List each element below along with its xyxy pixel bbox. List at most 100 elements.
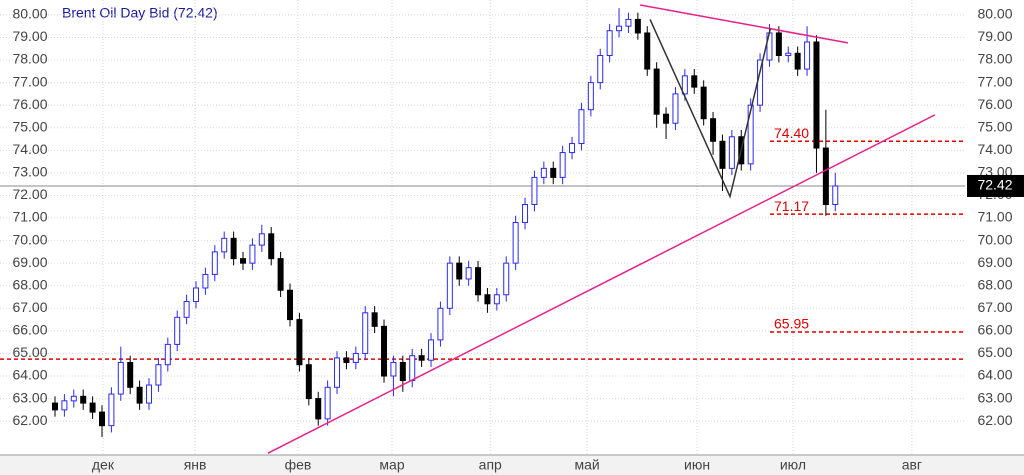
- y-tick-label: 76.00: [977, 96, 1012, 112]
- candle-body: [569, 143, 576, 154]
- candle-body: [390, 361, 397, 377]
- y-tick-label: 77.00: [977, 73, 1012, 89]
- candle-body: [202, 273, 209, 289]
- candle-body: [428, 339, 435, 361]
- candle-body: [832, 185, 839, 205]
- candle-body: [409, 355, 416, 382]
- y-tick-label: 69.00: [12, 254, 47, 270]
- trend-line: [640, 4, 849, 44]
- y-tick-label: 79.00: [977, 28, 1012, 44]
- candle-body: [230, 237, 237, 260]
- candle-body: [446, 262, 453, 309]
- x-tick-label: апр: [479, 457, 502, 473]
- candle-body: [531, 176, 538, 205]
- candle-body: [503, 262, 510, 296]
- candle-body: [108, 393, 115, 427]
- x-tick-label: фев: [285, 457, 312, 473]
- candle-body: [70, 395, 77, 402]
- candle-body: [315, 398, 322, 420]
- candle-body: [822, 147, 829, 205]
- candle-body: [80, 395, 87, 404]
- candle-body: [51, 402, 58, 411]
- candle-body: [493, 294, 500, 305]
- y-tick-label: 75.00: [12, 118, 47, 134]
- candle-body: [522, 203, 529, 224]
- candle-body: [597, 55, 604, 84]
- candle-body: [672, 93, 679, 124]
- x-tick-label: мар: [379, 457, 404, 473]
- candle-body: [221, 237, 228, 253]
- candle-body: [305, 364, 312, 400]
- candle-body: [719, 140, 726, 169]
- candle-body: [89, 402, 96, 413]
- y-tick-label: 76.00: [12, 96, 47, 112]
- candle-body: [559, 152, 566, 178]
- y-tick-label: 79.00: [12, 28, 47, 44]
- candle-body: [475, 267, 482, 296]
- trend-line: [649, 19, 772, 199]
- y-tick-label: 78.00: [12, 51, 47, 67]
- candle-body: [512, 222, 519, 264]
- candle-body: [813, 41, 820, 149]
- y-tick-label: 62.00: [977, 412, 1012, 428]
- y-tick-label: 63.00: [12, 389, 47, 405]
- candle-body: [362, 312, 369, 354]
- x-tick-label: май: [574, 457, 599, 473]
- candle-body: [258, 233, 265, 246]
- candle-body: [804, 41, 811, 70]
- y-tick-label: 67.00: [12, 299, 47, 315]
- level-label: 71.17: [774, 198, 809, 214]
- level-label: 74.40: [774, 125, 809, 141]
- candle-body: [540, 167, 547, 178]
- candle-body: [146, 384, 153, 404]
- x-axis-band: [0, 455, 1024, 475]
- y-tick-label: 64.00: [12, 367, 47, 383]
- candle-body: [174, 316, 181, 345]
- y-tick-label: 72.00: [12, 186, 47, 202]
- y-tick-label: 70.00: [977, 231, 1012, 247]
- candle-body: [343, 357, 350, 363]
- candle-body: [634, 18, 641, 34]
- y-tick-label: 80.00: [977, 6, 1012, 22]
- level-label: 65.95: [774, 316, 809, 332]
- candle-body: [324, 386, 331, 420]
- chart-title: Brent Oil Day Bid (72.42): [62, 5, 218, 21]
- candle-body: [625, 18, 632, 27]
- candle-body: [249, 244, 256, 264]
- y-tick-label: 69.00: [977, 254, 1012, 270]
- candle-body: [437, 307, 444, 341]
- y-tick-label: 70.00: [12, 231, 47, 247]
- y-tick-label: 71.00: [12, 209, 47, 225]
- y-tick-label: 66.00: [977, 322, 1012, 338]
- x-tick-label: дек: [92, 457, 115, 473]
- candle-body: [484, 294, 491, 305]
- y-tick-label: 78.00: [977, 51, 1012, 67]
- candle-body: [728, 136, 735, 169]
- candle-body: [747, 104, 754, 165]
- candle-body: [785, 52, 792, 57]
- x-tick-label: авг: [902, 457, 922, 473]
- candle-body: [193, 287, 200, 303]
- y-tick-label: 68.00: [12, 276, 47, 292]
- candle-body: [127, 361, 134, 388]
- candle-body: [616, 25, 623, 32]
- candle-body: [287, 289, 294, 321]
- candle-body: [465, 267, 472, 280]
- y-tick-label: 65.00: [977, 344, 1012, 360]
- candle-body: [61, 400, 68, 411]
- last-price-box: [967, 174, 1024, 197]
- trend-line: [267, 114, 936, 454]
- candle-body: [700, 86, 707, 120]
- y-tick-label: 64.00: [977, 367, 1012, 383]
- candle-body: [371, 312, 378, 327]
- candle-body: [418, 355, 425, 361]
- y-tick-label: 74.00: [977, 141, 1012, 157]
- candle-body: [587, 82, 594, 111]
- candle-body: [578, 109, 585, 145]
- candle-body: [550, 167, 557, 178]
- x-tick-label: июн: [684, 457, 710, 473]
- y-tick-label: 67.00: [977, 299, 1012, 315]
- candle-body: [399, 361, 406, 382]
